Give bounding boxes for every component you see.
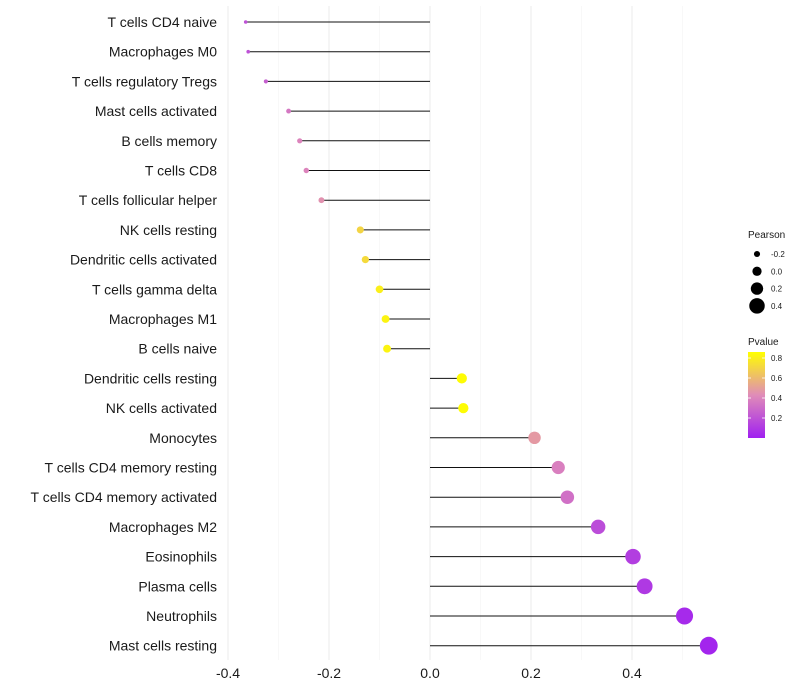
point-eosinophils [625, 548, 641, 565]
x-tick-label: 0.4 [622, 665, 642, 681]
label-nk-cells-resting: NK cells resting [120, 222, 217, 238]
point-t-cells-gamma-delta [375, 285, 384, 294]
x-tick-label: -0.4 [216, 665, 240, 681]
color-legend-title: Pvalue [748, 337, 779, 348]
pvalue-color-legend: Pvalue 0.8 0.6 0.4 0.2 [748, 337, 783, 438]
label-mast-cells-resting: Mast cells resting [109, 638, 217, 654]
label-neutrophils: Neutrophils [146, 608, 217, 624]
point-macrophages-m2 [590, 519, 606, 535]
label-t-cells-regulatory-tregs: T cells regulatory Tregs [72, 73, 217, 89]
point-b-cells-memory [297, 138, 303, 144]
x-tick-label: 0.2 [521, 665, 541, 681]
label-t-cells-cd8: T cells CD8 [145, 163, 217, 179]
size-legend-dot [752, 266, 762, 276]
label-mast-cells-activated: Mast cells activated [95, 103, 217, 119]
point-neutrophils [675, 607, 694, 625]
label-eosinophils: Eosinophils [145, 549, 217, 565]
size-legend-dot [753, 250, 761, 258]
label-t-cells-gamma-delta: T cells gamma delta [92, 281, 217, 297]
size-legend-label: 0.0 [771, 267, 783, 276]
label-t-cells-cd4-naive: T cells CD4 naive [108, 14, 218, 30]
size-legend-label: -0.2 [771, 250, 785, 259]
point-t-cells-cd4-naive [243, 20, 248, 24]
size-legend-dot [750, 282, 764, 295]
pearson-size-legend: Pearson -0.2 0.0 0.2 0.4 [748, 230, 785, 314]
point-nk-cells-activated [458, 402, 469, 414]
label-plasma-cells: Plasma cells [138, 578, 217, 594]
point-b-cells-naive [383, 344, 392, 353]
point-mast-cells-activated [286, 108, 292, 114]
size-legend-label: 0.2 [771, 285, 783, 294]
color-legend-label: 0.6 [771, 374, 783, 383]
label-b-cells-naive: B cells naive [138, 341, 217, 357]
color-legend-bar [748, 352, 765, 438]
point-t-cells-follicular-helper [318, 197, 325, 204]
x-axis-ticks: -0.4 -0.2 0.0 0.2 0.4 [216, 665, 642, 681]
point-t-cells-regulatory-tregs [263, 79, 268, 84]
point-t-cells-cd4-memory-resting [551, 460, 565, 475]
label-macrophages-m0: Macrophages M0 [109, 44, 217, 60]
point-t-cells-cd4-memory-activated [560, 490, 575, 504]
color-legend-label: 0.8 [771, 354, 783, 363]
size-legend-label: 0.4 [771, 302, 783, 311]
color-legend-label: 0.2 [771, 414, 783, 423]
lollipop-points [243, 20, 718, 655]
label-monocytes: Monocytes [149, 430, 217, 446]
point-monocytes [528, 431, 541, 445]
label-macrophages-m1: Macrophages M1 [109, 311, 217, 327]
lollipop-stems [245, 21, 709, 647]
point-macrophages-m1 [381, 315, 390, 323]
x-tick-label: -0.2 [317, 665, 341, 681]
color-legend-label: 0.4 [771, 394, 783, 403]
point-macrophages-m0 [246, 49, 251, 54]
point-nk-cells-resting [356, 226, 364, 234]
label-macrophages-m2: Macrophages M2 [109, 519, 217, 535]
size-legend-title: Pearson [748, 230, 785, 241]
size-legend-dot [749, 298, 765, 314]
category-labels: T cells CD4 naive Macrophages M0 T cells r… [31, 14, 218, 654]
label-t-cells-cd4-memory-activated: T cells CD4 memory activated [31, 489, 217, 505]
label-dendritic-cells-resting: Dendritic cells resting [84, 370, 217, 386]
point-mast-cells-resting [699, 636, 718, 655]
point-t-cells-cd8 [303, 167, 309, 174]
x-tick-label: 0.0 [420, 665, 440, 681]
label-t-cells-cd4-memory-resting: T cells CD4 memory resting [45, 460, 217, 476]
point-dendritic-cells-activated [361, 255, 369, 264]
label-nk-cells-activated: NK cells activated [106, 400, 217, 416]
grid-lines [227, 6, 683, 660]
label-b-cells-memory: B cells memory [121, 133, 217, 149]
label-dendritic-cells-activated: Dendritic cells activated [70, 252, 217, 268]
point-dendritic-cells-resting [456, 373, 467, 384]
label-t-cells-follicular-helper: T cells follicular helper [79, 192, 218, 208]
point-plasma-cells [636, 578, 653, 595]
